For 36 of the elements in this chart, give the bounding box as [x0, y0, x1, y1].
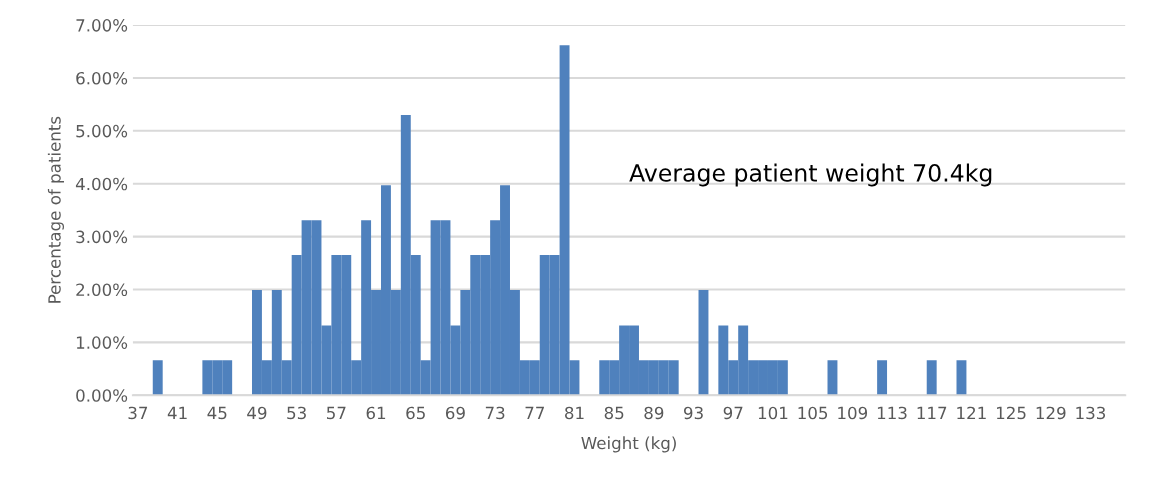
x-tick-label: 85 — [604, 406, 624, 420]
x-tick-label: 77 — [525, 406, 544, 420]
x-tick-label: 93 — [684, 406, 703, 420]
y-tick-label: 6.00% — [76, 71, 128, 85]
x-tick-label: 41 — [167, 406, 187, 420]
x-tick-label: 89 — [644, 406, 664, 420]
y-tick-label: 1.00% — [76, 336, 128, 349]
x-tick-label: 109 — [838, 406, 868, 420]
y-tick-label: 7.00% — [76, 19, 128, 32]
x-tick-label: 61 — [366, 406, 386, 420]
x-tick-label: 101 — [758, 406, 788, 420]
x-tick-label: 105 — [798, 406, 828, 420]
y-axis-title: Percentage of patients — [47, 116, 65, 303]
annotation: Average patient weight 70.4kg — [629, 163, 992, 187]
x-tick-label: 57 — [327, 406, 346, 420]
y-tick-label: 2.00% — [76, 283, 128, 297]
x-tick-label: 73 — [485, 406, 505, 420]
x-axis-title: Weight (kg) — [581, 436, 676, 453]
x-tick-label: 81 — [565, 406, 584, 420]
x-tick-label: 113 — [877, 406, 907, 420]
x-tick-label: 49 — [247, 406, 267, 420]
y-tick-label: 3.00% — [76, 230, 128, 244]
x-tick-label: 45 — [207, 406, 227, 420]
x-tick-label: 53 — [287, 406, 306, 420]
x-tick-label: 97 — [723, 406, 743, 420]
y-tick-label: 4.00% — [75, 177, 128, 191]
x-tick-label: 37 — [128, 406, 148, 420]
x-tick-label: 133 — [1076, 406, 1106, 420]
x-tick-label: 65 — [406, 406, 425, 420]
x-tick-label: 129 — [1036, 406, 1066, 420]
x-tick-label: 121 — [957, 406, 986, 420]
y-tick-label: 0.00% — [76, 389, 128, 402]
y-tick-label: 5.00% — [76, 124, 128, 138]
x-tick-label: 125 — [997, 406, 1026, 420]
x-tick-label: 69 — [445, 406, 465, 420]
x-tick-label: 117 — [917, 406, 947, 420]
